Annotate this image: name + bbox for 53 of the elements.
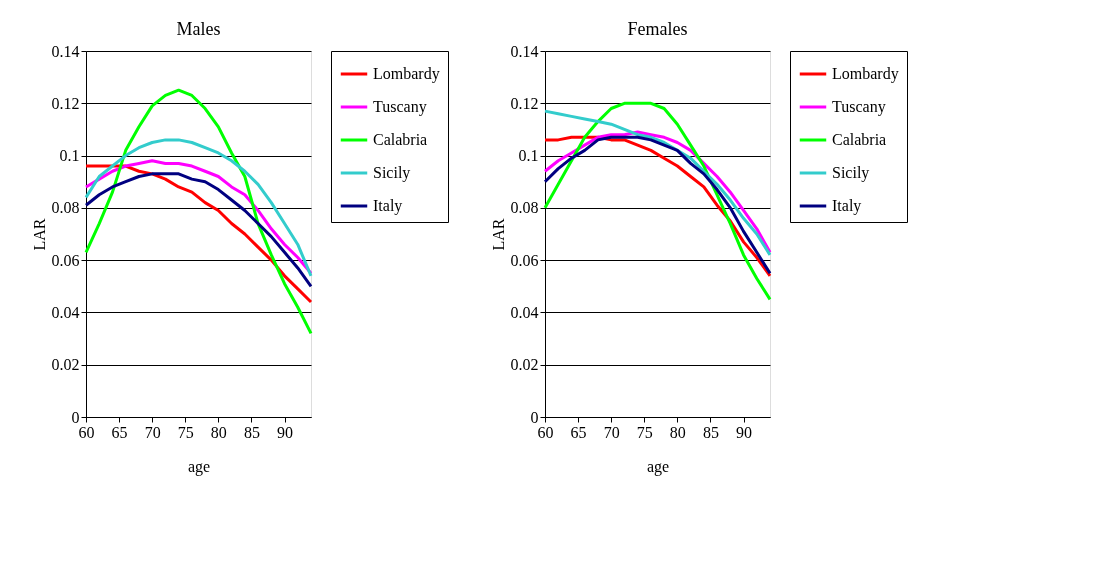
y-tick-label: 0.14: [510, 42, 539, 60]
x-tick-label: 60: [537, 423, 554, 441]
y-tick-label: 0.08: [51, 199, 80, 217]
legend-label: Calabria: [373, 131, 428, 148]
line-series: [84, 159, 313, 275]
line-series: [543, 109, 772, 257]
line-series: [543, 101, 772, 301]
x-tick-label: 85: [243, 423, 260, 441]
y-tick-label: 0: [530, 408, 539, 426]
line-series: [543, 130, 772, 254]
x-tick-label: 70: [603, 423, 620, 441]
y-tick-label: 0.12: [510, 94, 539, 112]
legend-label: Lombardy: [832, 65, 899, 83]
y-tick-label: 0.1: [518, 147, 539, 165]
legend-label: Sicily: [373, 164, 411, 182]
y-tick-label: 0.06: [51, 251, 80, 269]
x-tick-label: 70: [144, 423, 161, 441]
y-tick-label: 0.04: [510, 303, 539, 321]
chart-title: Females: [627, 19, 688, 39]
x-tick-label: 65: [570, 423, 587, 441]
x-tick-label: 90: [277, 423, 294, 441]
x-tick-label: 90: [736, 423, 753, 441]
legend-label: Italy: [832, 197, 862, 215]
x-tick-label: 85: [702, 423, 719, 441]
line-series: [84, 88, 313, 335]
legend-label: Lombardy: [373, 65, 440, 83]
x-tick-label: 65: [111, 423, 128, 441]
x-tick-label: 80: [210, 423, 227, 441]
y-tick-label: 0: [71, 408, 80, 426]
x-tick-label: 60: [78, 423, 95, 441]
y-axis-title: LAR: [30, 218, 48, 251]
y-tick-label: 0.08: [510, 199, 539, 217]
x-axis-title: age: [187, 457, 211, 476]
y-axis-title: LAR: [489, 218, 507, 251]
y-tick-label: 0.02: [510, 356, 539, 374]
y-tick-label: 0.14: [51, 42, 80, 60]
x-axis-title: age: [646, 457, 670, 476]
y-tick-label: 0.04: [51, 303, 80, 321]
x-tick-label: 80: [669, 423, 686, 441]
y-tick-label: 0.12: [51, 94, 80, 112]
legend-label: Tuscany: [832, 98, 886, 116]
legend-label: Calabria: [832, 131, 887, 148]
y-tick-label: 0.1: [59, 147, 80, 165]
x-tick-label: 75: [177, 423, 194, 441]
legend-label: Sicily: [832, 164, 870, 182]
y-tick-label: 0.02: [51, 356, 80, 374]
line-series: [84, 138, 313, 278]
legend-label: Tuscany: [373, 98, 427, 116]
line-series: [84, 172, 313, 288]
y-tick-label: 0.06: [510, 251, 539, 269]
legend-label: Italy: [373, 197, 403, 215]
x-tick-label: 75: [636, 423, 653, 441]
chart-title: Males: [176, 19, 221, 39]
